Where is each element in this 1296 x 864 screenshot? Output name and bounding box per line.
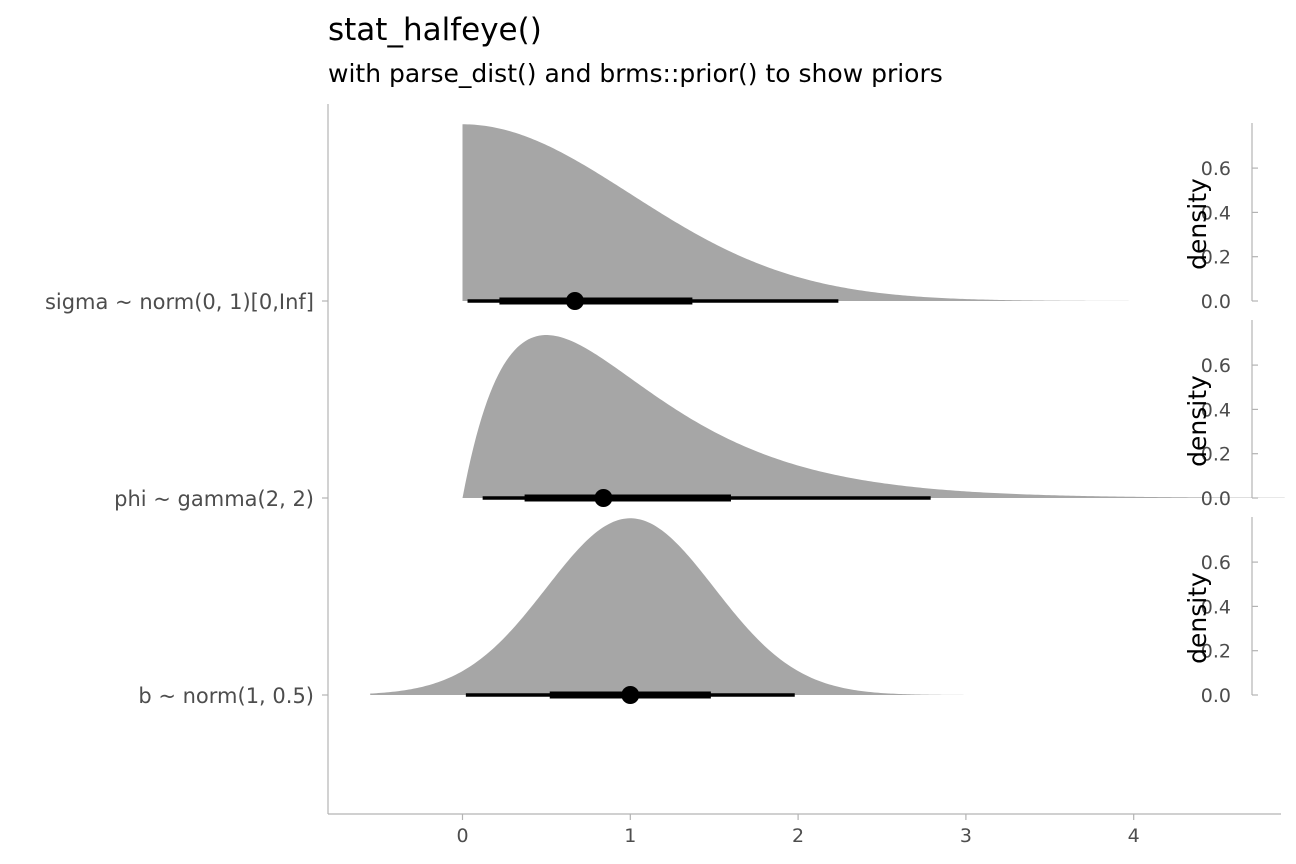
- x-tick-label: 2: [792, 825, 804, 847]
- density-tick-label: 0.0: [1201, 291, 1231, 313]
- plot-panel: 0 1 2 3 4 sigma ~ norm(0, 1)[0,Inf] 0.0 0.2 0.4 0…: [45, 104, 1285, 847]
- density-tick-label: 0.0: [1201, 488, 1231, 510]
- chart-title: stat_halfeye(): [328, 12, 542, 48]
- x-tick-label: 0: [456, 825, 468, 847]
- density-axis-title: density: [1183, 572, 1212, 664]
- density-axis-title: density: [1183, 375, 1212, 467]
- density-tick-label: 0.4: [1201, 399, 1231, 421]
- density-tick-label: 0.4: [1201, 596, 1231, 618]
- slab-halfnormal-0: [462, 124, 1151, 302]
- density-tick-label: 0.2: [1201, 247, 1231, 269]
- x-tick-label: 1: [624, 825, 636, 847]
- y-tick-label: sigma ~ norm(0, 1)[0,Inf]: [45, 290, 314, 314]
- density-tick-label: 0.6: [1201, 158, 1231, 180]
- density-tick-label: 0.6: [1201, 355, 1231, 377]
- x-tick-label: 3: [960, 825, 972, 847]
- x-tick-label: 4: [1128, 825, 1140, 847]
- density-tick-label: 0.2: [1201, 444, 1231, 466]
- density-tick-label: 0.4: [1201, 202, 1231, 224]
- point-estimate-normal-2: [621, 686, 640, 704]
- slab-gamma-1: [462, 335, 1285, 498]
- y-tick-label: b ~ norm(1, 0.5): [138, 684, 314, 708]
- density-axis-title: density: [1183, 178, 1212, 270]
- slab-normal-2: [370, 518, 983, 695]
- density-tick-label: 0.0: [1201, 685, 1231, 707]
- density-tick-label: 0.6: [1201, 552, 1231, 574]
- y-tick-label: phi ~ gamma(2, 2): [114, 487, 314, 511]
- point-estimate-gamma-1: [594, 489, 613, 507]
- chart-subtitle: with parse_dist() and brms::prior() to s…: [328, 59, 943, 88]
- density-tick-label: 0.2: [1201, 641, 1231, 663]
- point-estimate-halfnormal-0: [565, 292, 584, 310]
